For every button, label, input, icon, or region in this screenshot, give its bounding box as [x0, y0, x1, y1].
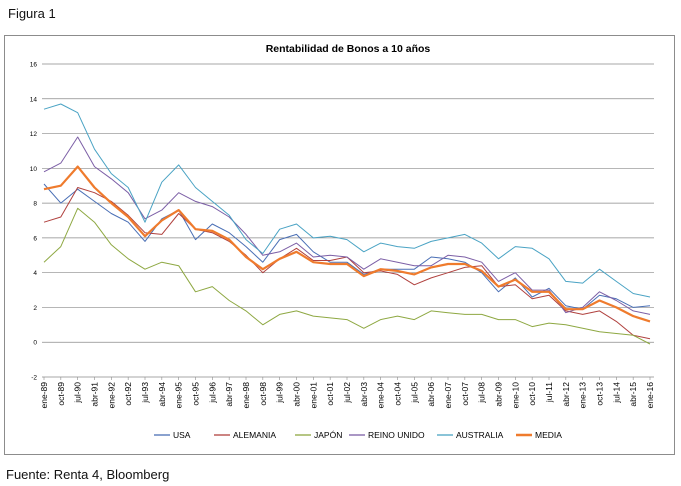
x-tick-label: abr-12: [561, 382, 571, 407]
x-tick-label: ene-98: [241, 382, 251, 409]
x-tick-label: jul-14: [611, 382, 621, 404]
chart-plot: Rentabilidad de Bonos a 10 años -2 0 2 4 6 8 10…: [30, 43, 655, 440]
series-line: [43, 165, 651, 323]
y-tick-label: -2: [31, 375, 37, 382]
source-note: Fuente: Renta 4, Bloomberg: [6, 467, 170, 482]
legend-label: MEDIA: [535, 430, 562, 440]
x-tick-label: jul-96: [207, 382, 217, 404]
x-tick-label: ene-95: [174, 382, 184, 409]
x-tick-label: jul-02: [342, 382, 352, 404]
x-tick-label: oct-98: [258, 382, 268, 406]
x-tick-label: ene-04: [376, 382, 386, 409]
x-tick-label: oct-95: [191, 382, 201, 406]
y-tick-label: 4: [33, 270, 37, 277]
y-tick-label: 0: [33, 340, 37, 347]
series-line: [43, 207, 651, 345]
y-tick-label: 12: [30, 131, 38, 138]
x-tick-label: jul-08: [477, 382, 487, 404]
y-tick-label: 10: [30, 166, 38, 173]
x-tick-label: ene-10: [510, 382, 520, 409]
x-tick-label: ene-13: [578, 382, 588, 409]
x-tick-label: ene-07: [443, 382, 453, 409]
y-tick-label: 16: [30, 62, 38, 69]
x-tick-label: abr-94: [157, 382, 167, 407]
x-tick-label: ene-92: [106, 382, 116, 409]
series-line: [43, 136, 651, 315]
legend-label: REINO UNIDO: [368, 430, 425, 440]
series-line: [43, 103, 651, 298]
x-tick-label: jul-90: [73, 382, 83, 404]
legend-label: JAPÓN: [314, 430, 342, 440]
x-tick-label: abr-97: [224, 382, 234, 407]
x-tick-label: ene-01: [308, 382, 318, 409]
x-tick-label: oct-04: [393, 382, 403, 406]
x-tick-label: abr-15: [628, 382, 638, 407]
chart-frame: [4, 35, 675, 455]
x-tick-label: abr-06: [426, 382, 436, 407]
figure-label: Figura 1: [8, 6, 56, 21]
x-tick-label: oct-01: [325, 382, 335, 406]
x-tick-label: oct-10: [527, 382, 537, 406]
series-line: [43, 183, 651, 310]
x-tick-label: oct-13: [595, 382, 605, 406]
legend-label: USA: [173, 430, 191, 440]
legend-label: AUSTRALIA: [456, 430, 504, 440]
x-tick-label: oct-92: [123, 382, 133, 406]
x-tick-label: jul-93: [140, 382, 150, 404]
x-tick-label: jul-05: [409, 382, 419, 404]
x-tick-label: abr-03: [359, 382, 369, 407]
x-tick-label: abr-00: [292, 382, 302, 407]
x-tick-label: abr-09: [494, 382, 504, 407]
y-tick-label: 8: [33, 201, 37, 208]
y-tick-label: 6: [33, 235, 37, 242]
x-tick-label: oct-07: [460, 382, 470, 406]
y-tick-label: 2: [33, 305, 37, 312]
legend-label: ALEMANIA: [233, 430, 276, 440]
x-tick-label: jul-11: [544, 382, 554, 403]
chart-title: Rentabilidad de Bonos a 10 años: [266, 43, 431, 55]
x-tick-label: ene-16: [645, 382, 655, 409]
x-tick-label: oct-89: [56, 382, 66, 406]
x-tick-label: abr-91: [90, 382, 100, 407]
y-tick-label: 14: [30, 96, 38, 103]
x-tick-label: ene-89: [39, 382, 49, 409]
x-tick-label: jul-99: [275, 382, 285, 404]
